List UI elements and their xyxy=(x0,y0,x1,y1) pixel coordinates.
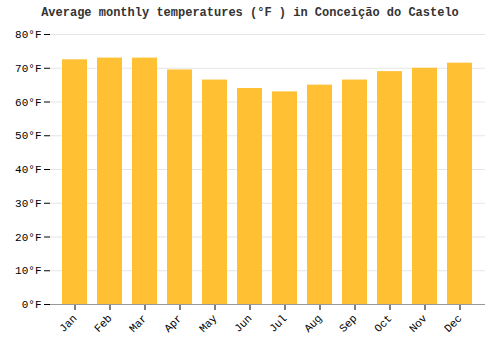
svg-text:60°F: 60°F xyxy=(15,97,41,109)
svg-text:Oct: Oct xyxy=(372,312,394,334)
svg-text:70°F: 70°F xyxy=(15,63,41,75)
svg-text:Feb: Feb xyxy=(92,312,114,334)
svg-text:20°F: 20°F xyxy=(15,232,41,244)
svg-text:Jun: Jun xyxy=(232,312,254,334)
svg-text:80°F: 80°F xyxy=(15,29,41,41)
svg-text:Mar: Mar xyxy=(127,312,149,334)
svg-text:0°F: 0°F xyxy=(22,299,42,311)
svg-text:Nov: Nov xyxy=(407,312,430,335)
svg-text:10°F: 10°F xyxy=(15,265,41,277)
svg-text:Apr: Apr xyxy=(162,312,184,334)
svg-text:Jan: Jan xyxy=(57,312,79,334)
svg-text:30°F: 30°F xyxy=(15,198,41,210)
svg-text:Aug: Aug xyxy=(302,312,324,334)
svg-text:50°F: 50°F xyxy=(15,130,41,142)
html-text:Average monthly temperatures (: Average monthly temperatures (°F ) in Co… xyxy=(41,6,459,20)
svg-text:May: May xyxy=(197,312,220,335)
svg-text:Dec: Dec xyxy=(442,312,464,334)
svg-text:Sep: Sep xyxy=(337,312,359,334)
svg-text:Jul: Jul xyxy=(267,312,289,334)
svg-text:40°F: 40°F xyxy=(15,164,41,176)
